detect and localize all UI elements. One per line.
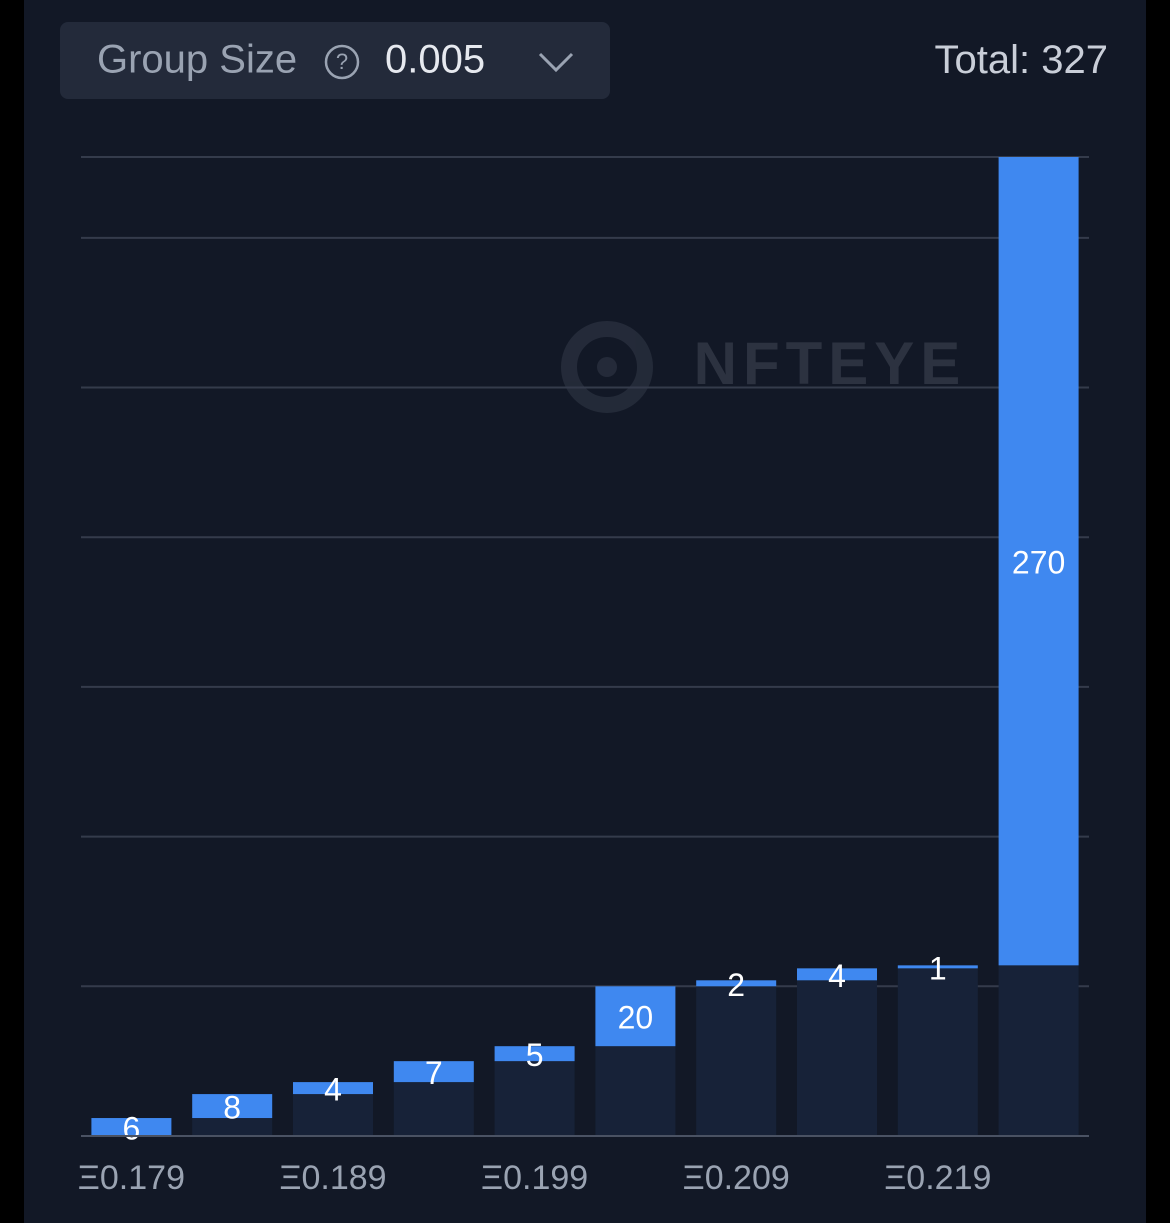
stack-base: [998, 965, 1079, 1136]
group-size-dropdown[interactable]: [60, 22, 610, 99]
bar: [797, 968, 877, 981]
data-label: 270: [1012, 545, 1065, 581]
data-label: 4: [324, 1072, 342, 1108]
stack-base: [293, 1094, 373, 1136]
data-label: 1: [929, 950, 947, 986]
bar: [494, 1046, 575, 1062]
x-tick-label: Ξ0.199: [481, 1159, 588, 1197]
stack-base: [797, 980, 877, 1136]
x-tick-label: Ξ0.219: [884, 1159, 991, 1197]
total-value: 327: [1041, 38, 1108, 82]
x-tick-label: Ξ0.209: [683, 1159, 790, 1197]
data-label: 2: [727, 967, 745, 1003]
help-icon[interactable]: ?: [324, 44, 360, 80]
stack-base: [696, 986, 777, 1136]
bar: [293, 1082, 373, 1095]
data-label: 20: [618, 1000, 654, 1036]
x-tick-label: Ξ0.189: [279, 1159, 386, 1197]
bar: [192, 1094, 273, 1119]
x-tick-label: Ξ0.179: [78, 1159, 185, 1197]
stack-base: [897, 968, 978, 1136]
data-label: 6: [123, 1110, 141, 1146]
dropdown-chevron[interactable]: [538, 52, 574, 73]
bar: [91, 1118, 172, 1136]
group-size-label: Group Size: [97, 38, 297, 82]
total-label: Total:: [935, 38, 1031, 82]
data-label: 5: [526, 1037, 544, 1073]
bar: [897, 965, 978, 969]
bar: [696, 980, 777, 987]
bar: [998, 157, 1079, 966]
group-size-value: 0.005: [385, 38, 485, 82]
watermark-logo: [561, 321, 653, 413]
total: Total: 327: [935, 38, 1108, 82]
stack-base: [494, 1061, 575, 1136]
data-label: 8: [223, 1090, 241, 1126]
stack-base: [192, 1118, 273, 1136]
svg-text:?: ?: [336, 49, 348, 74]
data-label: 7: [425, 1055, 443, 1091]
bar: [393, 1061, 474, 1083]
watermark: NFTEYE: [694, 330, 967, 397]
stack-base: [393, 1082, 474, 1136]
bar: [595, 986, 676, 1047]
data-label: 4: [828, 958, 846, 994]
stack-base: [595, 1046, 676, 1136]
